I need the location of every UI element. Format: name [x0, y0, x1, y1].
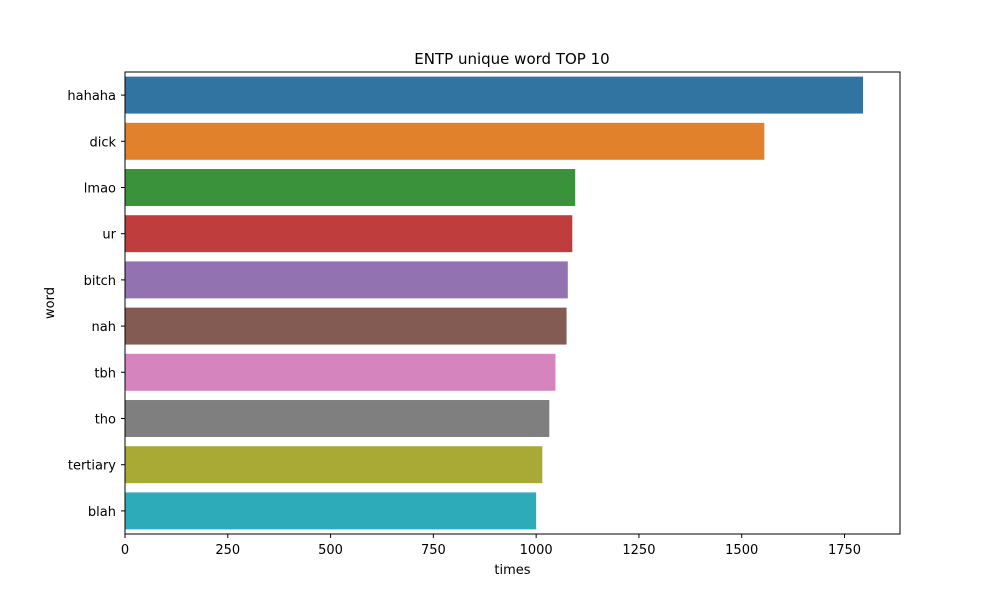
y-tick-label: blah — [88, 505, 116, 520]
bar-bitch — [125, 261, 568, 299]
bar-tertiary — [125, 446, 543, 484]
bar-tho — [125, 400, 550, 437]
x-tick-label: 750 — [421, 543, 446, 558]
x-tick-label: 1250 — [622, 543, 655, 558]
y-tick-label: nah — [92, 320, 116, 335]
x-tick-label: 500 — [318, 543, 343, 558]
y-tick-label: tertiary — [68, 459, 116, 474]
bars-group — [125, 76, 863, 530]
x-axis-ticks: 0 250 500 750 1000 1250 1500 1750 — [121, 534, 861, 558]
bar-ur — [125, 215, 573, 253]
x-tick-label: 250 — [215, 543, 240, 558]
x-tick-label: 0 — [121, 543, 129, 558]
bar-nah — [125, 307, 567, 345]
bar-blah — [125, 492, 537, 530]
chart-title: ENTP unique word TOP 10 — [414, 50, 609, 68]
x-tick-label: 1750 — [828, 543, 861, 558]
bar-lmao — [125, 169, 576, 206]
y-tick-label: lmao — [84, 182, 116, 197]
y-tick-label: ur — [102, 228, 116, 243]
y-tick-label: bitch — [84, 274, 116, 289]
bar-dick — [125, 122, 765, 160]
x-tick-label: 1000 — [520, 543, 553, 558]
y-axis-label: word — [43, 287, 58, 319]
bar-hahaha — [125, 76, 863, 114]
x-tick-label: 1500 — [725, 543, 758, 558]
bar-tbh — [125, 353, 556, 391]
y-tick-label: tbh — [94, 366, 116, 381]
plot-frame — [124, 71, 901, 535]
y-tick-label: tho — [95, 413, 116, 428]
y-tick-label: hahaha — [67, 89, 116, 104]
y-tick-label: dick — [89, 135, 116, 150]
y-axis-ticks: hahaha dick lmao ur bitch nah tbh tho tertiary bl… — [67, 89, 125, 520]
x-axis-label: times — [494, 563, 530, 578]
